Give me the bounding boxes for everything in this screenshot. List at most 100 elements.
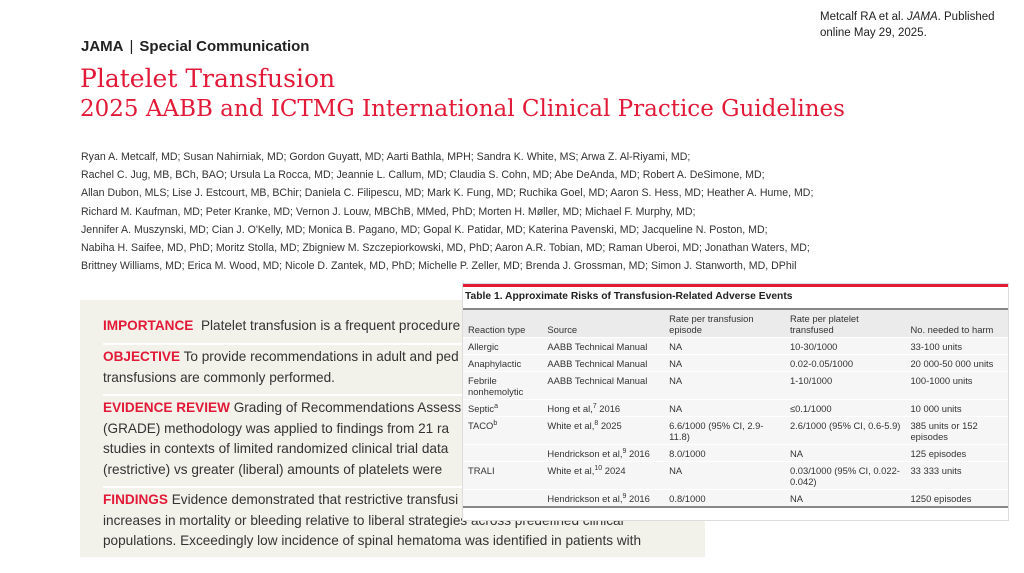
reference-number: 7 <box>592 402 597 410</box>
table-cell: 0.8/1000 <box>664 489 785 508</box>
rate-per-episode: 0.8/1000 <box>669 493 706 504</box>
reaction-type: Allergic <box>468 341 499 352</box>
author-line: Nabiha H. Saifee, MD, PhD; Moritz Stolla… <box>81 242 810 255</box>
text-line: To provide recommendations in adult and … <box>183 349 459 364</box>
author-line: Ryan A. Metcalf, MD; Susan Nahirniak, MD… <box>81 151 691 163</box>
table-cell: 6.6/1000 (95% CI, 2.9-11.8) <box>664 416 785 445</box>
table-cell: 33-100 units <box>905 337 1008 355</box>
table-cell: ≤0.1/1000 <box>784 399 906 417</box>
table-cell: 0.03/1000 (95% CI, 0.022-0.042) <box>784 461 906 490</box>
number-needed-to-harm: 125 episodes <box>910 448 967 459</box>
text-line: (restrictive) vs greater (liberal) amoun… <box>103 461 443 477</box>
divider <box>103 394 703 396</box>
author-list: Ryan A. Metcalf, MD; Susan Nahirniak, MD… <box>81 148 813 275</box>
table-cell: Febrile nonhemolytic <box>463 371 543 400</box>
rate-per-episode: NA <box>669 341 683 352</box>
divider <box>103 343 703 345</box>
source: White et al, <box>547 420 595 431</box>
separator: | <box>129 38 134 55</box>
author-line: Richard M. Kaufman, MD; Peter Kranke, MD… <box>81 205 696 218</box>
reference-number: 9 <box>622 492 627 500</box>
rate-per-episode: 8.0/1000 <box>669 448 706 459</box>
source: Hendrickson et al, <box>547 493 623 504</box>
section-label: OBJECTIVE <box>103 349 181 364</box>
table-cell: NA <box>784 444 906 462</box>
table-cell: TACOb <box>463 416 543 445</box>
text-line: studies in contexts of limited randomize… <box>103 441 449 456</box>
number-needed-to-harm: 10 000 units <box>910 403 962 414</box>
number-needed-to-harm: 385 units or 152 episodes <box>910 420 978 442</box>
table-row: Hendrickson et al,9 2016 8.0/1000 NA 125 ep… <box>463 444 1008 462</box>
table-cell: NA <box>664 461 785 490</box>
table-cell <box>463 444 543 462</box>
author-line: Allan Dubon, MLS; Lise J. Estcourt, MB, … <box>81 187 814 200</box>
column-header: Source <box>542 308 665 338</box>
column-header: Reaction type <box>463 308 543 338</box>
table-accent-bar <box>463 284 1008 287</box>
table-cell: White et al,8 2025 <box>542 416 665 445</box>
citation-journal: JAMA <box>906 11 938 23</box>
table-cell: 33 333 units <box>905 461 1008 490</box>
source-year: 2016 <box>596 403 621 414</box>
article-title: Platelet Transfusion <box>80 64 336 93</box>
table-row: Allergic AABB Technical Manual NA 10-30/100… <box>463 337 1008 355</box>
table-cell: Hendrickson et al,9 2016 <box>542 489 665 508</box>
author-line: Rachel C. Jug, MB, BCh, BAO; Ursula La R… <box>81 169 765 182</box>
rate-per-episode: NA <box>669 465 683 476</box>
column-header: Rate per platelet transfused <box>784 308 906 338</box>
table-cell: AABB Technical Manual <box>542 354 665 372</box>
reference-number: 8 <box>594 419 599 427</box>
rate-per-platelet: ≤0.1/1000 <box>789 403 832 414</box>
number-needed-to-harm: 1250 episodes <box>910 493 972 504</box>
table-cell: 8.0/1000 <box>664 444 785 462</box>
abstract-findings: FINDINGS Evidence demonstrated that rest… <box>103 490 703 552</box>
abstract-evidence-review: EVIDENCE REVIEW Grading of Recommendatio… <box>103 398 703 480</box>
source-year: 2024 <box>602 465 626 476</box>
rate-per-episode: NA <box>669 375 683 386</box>
table-header-row: Reaction type Source Rate per transfusion … <box>463 308 1008 338</box>
table-cell: NA <box>784 489 906 508</box>
table-cell: NA <box>664 371 785 400</box>
footnote-marker: a <box>494 402 498 410</box>
table-cell: 2.6/1000 (95% CI, 0.6-5.9) <box>784 416 906 445</box>
journal-header: JAMA | Special Communication <box>81 38 309 55</box>
source-year: 2016 <box>626 493 650 504</box>
table-cell: Hong et al,7 2016 <box>542 399 665 417</box>
rate-per-platelet: 10-30/1000 <box>789 341 838 352</box>
number-needed-to-harm: 33 333 units <box>910 465 962 476</box>
table-row: Septica Hong et al,7 2016 NA ≤0.1/1000 10 00… <box>463 399 1008 417</box>
table-cell: Hendrickson et al,9 2016 <box>542 444 665 462</box>
reference-number: 10 <box>594 464 603 472</box>
table-cell: 10 000 units <box>905 399 1008 417</box>
rate-per-platelet: NA <box>789 448 803 459</box>
table-row: TRALI White et al,10 2024 NA 0.03/1000 (95%… <box>463 461 1008 490</box>
source: Hong et al, <box>547 403 593 414</box>
citation-authors: Metcalf RA et al. <box>820 11 907 23</box>
number-needed-to-harm: 20 000-50 000 units <box>910 358 994 369</box>
table-cell: AABB Technical Manual <box>542 371 665 400</box>
text-line: Evidence demonstrated that restrictive t… <box>171 492 459 507</box>
section-label: FINDINGS <box>103 492 168 507</box>
source: AABB Technical Manual <box>547 375 648 386</box>
rate-per-platelet: 2.6/1000 (95% CI, 0.6-5.9) <box>789 420 901 431</box>
table-row: TACOb White et al,8 2025 6.6/1000 (95% CI,… <box>463 416 1008 445</box>
table-cell: 20 000-50 000 units <box>905 354 1008 372</box>
section-label: EVIDENCE REVIEW <box>103 400 230 415</box>
table-row: Hendrickson et al,9 2016 0.8/1000 NA 1250 e… <box>463 489 1008 508</box>
citation: Metcalf RA et al. JAMA. Published online… <box>820 9 1020 41</box>
rate-per-platelet: 0.03/1000 (95% CI, 0.022-0.042) <box>789 465 900 487</box>
table-cell: Allergic <box>463 337 543 355</box>
footnote-marker: b <box>493 419 498 427</box>
rate-per-episode: NA <box>669 358 683 369</box>
text-line: populations. Exceedingly low incidence o… <box>103 533 642 548</box>
column-header: No. needed to harm <box>905 308 1008 338</box>
source: Hendrickson et al, <box>547 448 623 459</box>
table-cell: 125 episodes <box>905 444 1008 462</box>
text-line: transfusions are commonly performed. <box>103 369 335 385</box>
abstract-objective: OBJECTIVE To provide recommendations in … <box>103 347 703 388</box>
source: White et al, <box>547 465 595 476</box>
text-line: Platelet transfusion is a frequent proce… <box>200 318 461 333</box>
table-cell <box>463 489 543 508</box>
reaction-type: Febrile nonhemolytic <box>468 375 524 397</box>
rate-per-episode: NA <box>669 403 683 414</box>
